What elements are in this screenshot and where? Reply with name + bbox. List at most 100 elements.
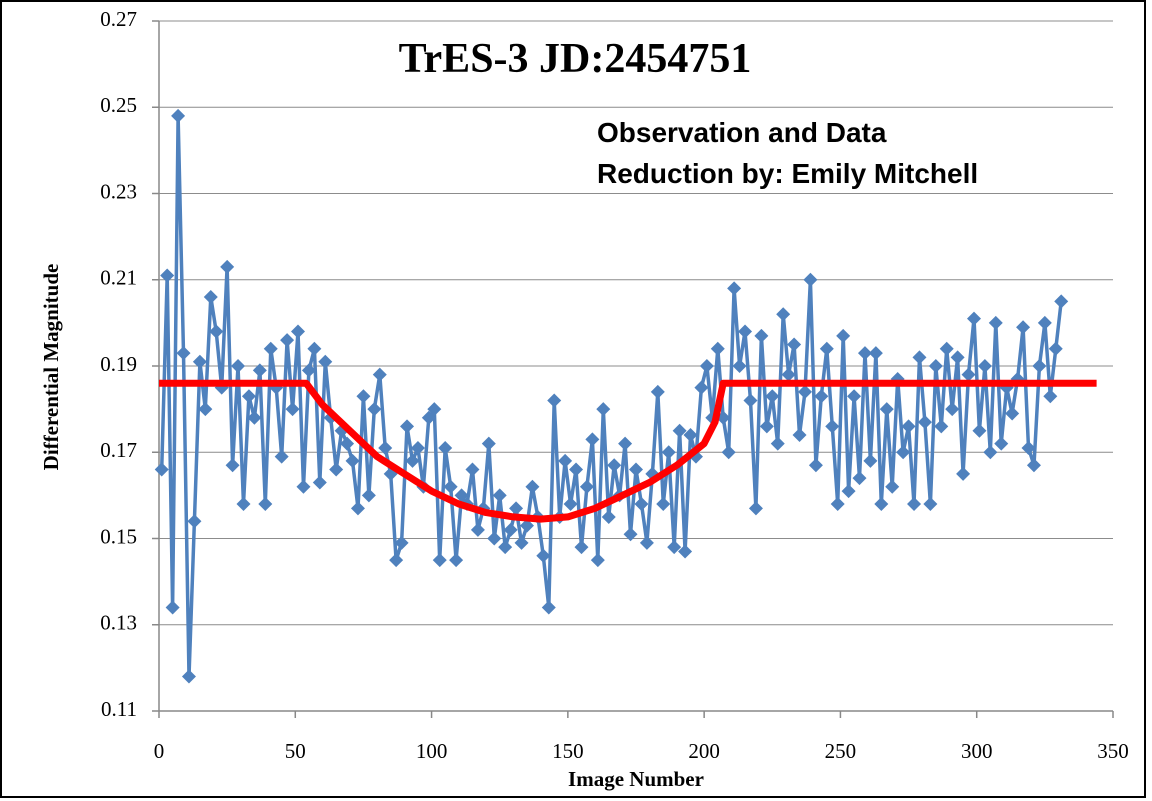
data-point	[569, 462, 584, 477]
data-point	[449, 553, 464, 568]
data-point	[994, 436, 1009, 451]
data-point	[356, 389, 371, 404]
data-point	[667, 540, 682, 555]
data-point	[181, 669, 196, 684]
data-point	[209, 324, 224, 339]
data-point	[836, 328, 851, 343]
data-point	[307, 341, 322, 356]
data-point	[857, 346, 872, 361]
series-line	[159, 114, 1063, 679]
x-tick-label: 150	[552, 739, 584, 763]
data-point	[285, 402, 300, 417]
data-point	[623, 527, 638, 542]
data-point	[792, 428, 807, 442]
data-point	[389, 553, 404, 568]
data-point	[350, 501, 365, 516]
data-point	[1016, 320, 1031, 335]
data-point	[754, 328, 769, 343]
data-point	[759, 419, 774, 434]
data-point	[318, 354, 333, 369]
data-point	[361, 488, 376, 503]
data-point	[525, 479, 540, 494]
data-point	[1037, 315, 1052, 330]
y-tick-label: 0.13	[100, 611, 137, 635]
data-point	[743, 393, 758, 408]
data-point	[650, 384, 665, 399]
y-tick-label: 0.19	[100, 352, 137, 376]
data-point	[421, 410, 436, 425]
data-point	[547, 393, 562, 408]
y-tick-label: 0.21	[100, 266, 137, 290]
data-point	[781, 367, 796, 382]
data-point	[797, 384, 812, 399]
y-tick-label: 0.27	[100, 7, 137, 31]
data-point	[934, 419, 949, 434]
data-point	[247, 410, 262, 425]
data-point	[596, 402, 611, 417]
data-point	[487, 531, 502, 546]
data-point	[825, 419, 840, 434]
x-tick-label: 200	[688, 739, 720, 763]
data-point	[171, 108, 186, 123]
data-point	[574, 540, 589, 555]
plot-area	[154, 108, 1097, 684]
data-point	[694, 380, 709, 395]
data-point	[885, 479, 900, 494]
data-point	[192, 354, 207, 369]
data-point	[519, 518, 534, 533]
data-point	[841, 484, 856, 499]
data-point	[721, 445, 736, 460]
chart-title: TrES-3 JD:2454751	[399, 36, 752, 82]
data-point	[634, 497, 649, 511]
data-point	[291, 324, 306, 339]
data-point	[432, 553, 447, 568]
data-point	[863, 453, 878, 468]
data-point	[340, 436, 355, 451]
data-point	[923, 497, 938, 511]
data-point	[590, 553, 605, 568]
data-point	[481, 436, 496, 451]
data-point	[198, 402, 213, 417]
data-point	[656, 497, 671, 511]
data-point	[263, 341, 278, 356]
data-point	[977, 359, 992, 373]
data-point	[738, 324, 753, 339]
data-point	[154, 462, 169, 477]
data-point	[394, 535, 409, 550]
data-point	[607, 458, 622, 473]
data-point	[427, 402, 442, 417]
data-point	[830, 497, 845, 511]
data-point	[280, 333, 295, 348]
annotation: Reduction by: Emily Mitchell	[597, 158, 978, 189]
data-point	[372, 367, 387, 382]
data-point	[258, 497, 273, 511]
data-point	[438, 440, 453, 455]
data-point	[672, 423, 687, 438]
data-point	[879, 402, 894, 417]
data-point	[470, 522, 485, 537]
data-point	[629, 462, 643, 477]
data-point	[1043, 389, 1058, 404]
data-point	[972, 423, 987, 438]
data-point	[710, 341, 725, 356]
data-point	[765, 389, 780, 404]
data-point	[907, 497, 922, 511]
data-point	[585, 432, 600, 447]
y-tick-label: 0.15	[100, 524, 137, 548]
data-point	[345, 453, 360, 468]
data-point	[454, 488, 469, 503]
data-point	[329, 462, 344, 477]
data-point	[661, 445, 676, 460]
data-point	[1021, 440, 1036, 455]
data-point	[579, 479, 594, 494]
data-point	[509, 501, 524, 516]
y-axis-label: Differential Magnitude	[39, 264, 63, 471]
data-point	[819, 341, 834, 356]
data-point	[541, 600, 556, 615]
data-point	[956, 466, 971, 481]
data-point	[367, 402, 382, 417]
data-point	[378, 440, 393, 455]
data-point	[678, 544, 693, 559]
